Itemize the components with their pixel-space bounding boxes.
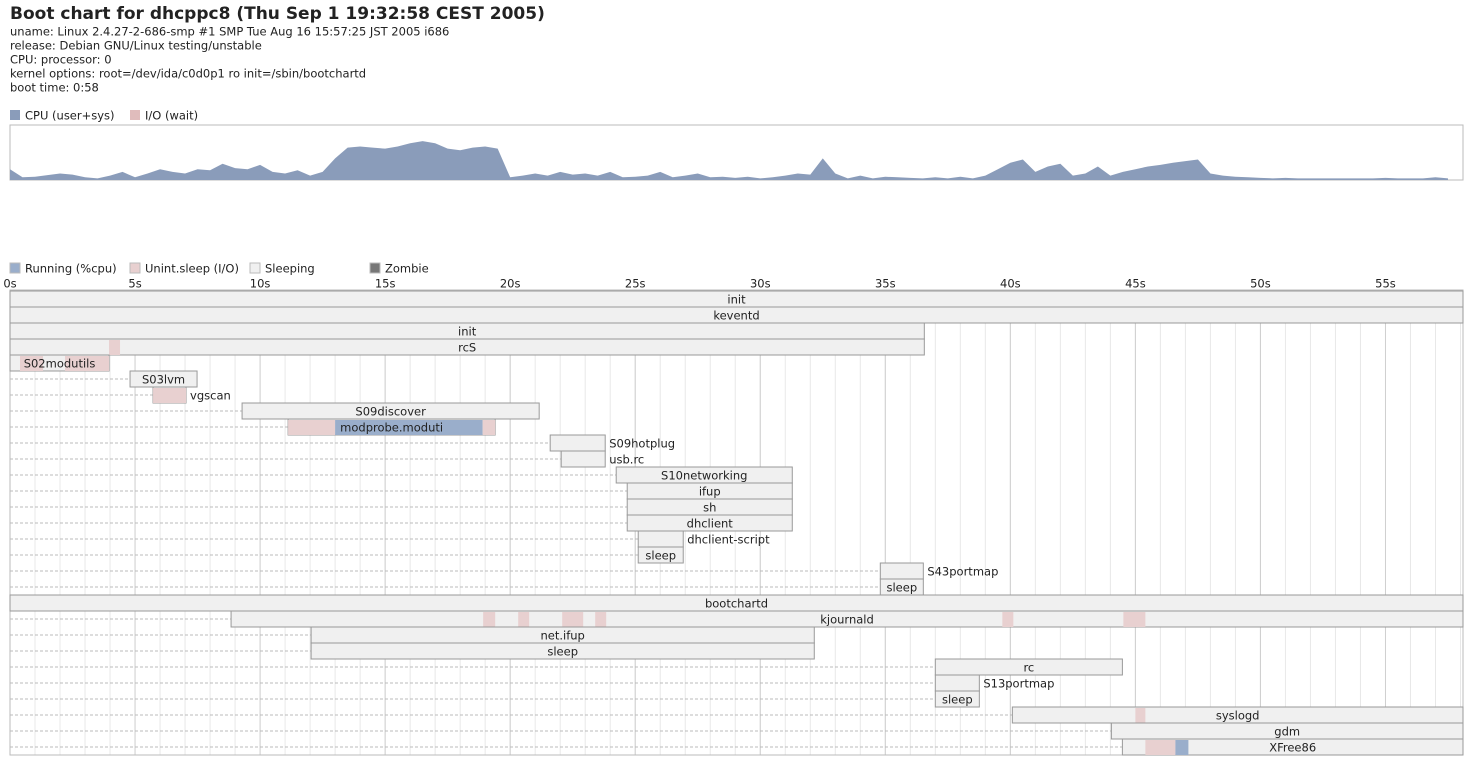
process-bar [626,514,793,532]
process-bar [560,450,606,468]
process-label: S10networking [661,469,747,483]
state-segment [1145,740,1176,755]
process-label: dhclient-script [687,533,770,547]
legend-swatch [10,110,20,120]
process-bar [9,338,925,356]
legend-swatch [9,262,21,274]
process-label: gdm [1274,725,1300,739]
process-bar [934,674,980,692]
legend-swatch [249,262,261,274]
process-label: S09discover [355,405,426,419]
process-label: sh [703,501,716,515]
state-segment [1135,708,1146,723]
x-tick-label: 30s [750,277,771,291]
x-tick-label: 5s [128,277,141,291]
state-segment [1175,740,1189,755]
process-label: S13portmap [983,677,1054,691]
state-segment [288,420,336,435]
info-line: uname: Linux 2.4.27-2-686-smp #1 SMP Tue… [10,25,449,39]
process-bar [549,434,606,452]
x-tick-label: 20s [500,277,521,291]
x-tick-label: 45s [1125,277,1146,291]
legend-label: I/O (wait) [145,109,198,123]
x-tick-label: 0s [3,277,16,291]
process-label: S09hotplug [609,437,675,451]
x-tick-label: 55s [1375,277,1396,291]
state-segment [1123,612,1146,627]
process-label: init [727,293,746,307]
process-label: S03lvm [142,373,185,387]
process-label: XFree86 [1269,741,1316,755]
process-label: sleep [547,645,578,659]
process-label: S43portmap [927,565,998,579]
x-tick-label: 15s [375,277,396,291]
state-segment [483,612,496,627]
process-label: kjournald [820,613,874,627]
process-label: sleep [942,693,973,707]
info-line: boot time: 0:58 [10,81,99,95]
process-bar [934,690,980,708]
state-segment [595,612,607,627]
process-label: modprobe.moduti [340,421,443,435]
x-tick-label: 40s [1000,277,1021,291]
process-bar [1121,738,1464,756]
legend-label: CPU (user+sys) [25,109,115,123]
state-segment [109,340,121,355]
state-segment [518,612,530,627]
legend-swatch [130,110,140,120]
process-label: rc [1023,661,1034,675]
process-label: syslogd [1216,709,1260,723]
process-label: net.ifup [541,629,585,643]
process-bar [934,658,1123,676]
process-label: bootchartd [705,597,768,611]
info-line: release: Debian GNU/Linux testing/unstab… [10,39,262,53]
process-bar [637,530,684,548]
state-segment [1002,612,1014,627]
process-label: vgscan [190,389,231,403]
process-label: usb.rc [609,453,644,467]
legend-label: Unint.sleep (I/O) [145,262,239,276]
process-label: init [458,325,477,339]
info-line: kernel options: root=/dev/ida/c0d0p1 ro … [10,67,366,81]
legend-label: Running (%cpu) [25,262,117,276]
state-segment [65,356,110,371]
state-segment [20,356,44,371]
process-bar [637,546,684,564]
x-tick-label: 35s [875,277,896,291]
x-tick-label: 25s [625,277,646,291]
process-bar [879,562,924,580]
state-segment [482,420,496,435]
state-segment [153,388,187,403]
legend-label: Zombie [385,262,429,276]
legend-swatch [129,262,141,274]
state-segment [562,612,584,627]
process-label: rcS [458,341,476,355]
process-label: dhclient [687,517,734,531]
state-segment [335,420,483,435]
process-label: sleep [886,581,917,595]
process-label: S02modutils [24,357,96,371]
title: Boot chart for dhcppc8 (Thu Sep 1 19:32:… [10,4,545,24]
area [10,141,1448,180]
legend-label: Sleeping [265,262,315,276]
x-tick-label: 10s [250,277,271,291]
info-line: CPU: processor: 0 [10,53,112,67]
process-bar [310,642,815,660]
process-label: sleep [645,549,676,563]
legend-swatch [369,262,381,274]
process-bar [230,610,1464,628]
process-label: ifup [699,485,721,499]
process-label: keventd [713,309,759,323]
x-tick-label: 50s [1250,277,1271,291]
